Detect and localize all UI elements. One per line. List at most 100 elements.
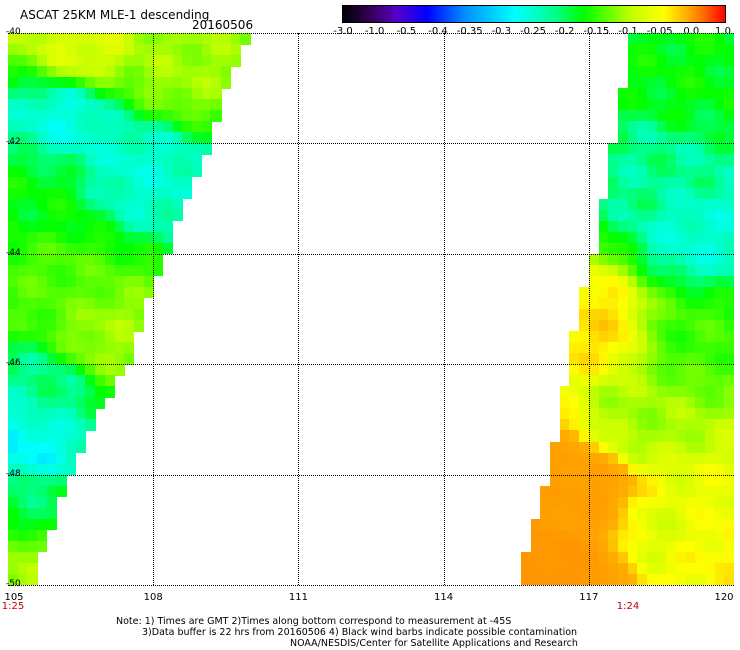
data-cell bbox=[588, 375, 600, 387]
data-cell bbox=[724, 253, 734, 266]
data-cell bbox=[646, 496, 658, 509]
data-cell bbox=[569, 375, 580, 387]
data-cell bbox=[95, 176, 106, 189]
data-cell bbox=[27, 264, 38, 277]
data-cell bbox=[37, 496, 48, 509]
data-cell bbox=[705, 397, 716, 409]
data-cell bbox=[656, 187, 667, 200]
data-cell bbox=[675, 143, 687, 155]
data-cell bbox=[705, 44, 716, 56]
data-cell bbox=[666, 99, 677, 111]
data-cell bbox=[56, 430, 67, 442]
latitude-label: -46 bbox=[6, 358, 21, 369]
data-cell bbox=[124, 320, 135, 332]
data-cell bbox=[182, 154, 193, 166]
data-cell bbox=[46, 331, 57, 343]
data-cell bbox=[579, 408, 590, 420]
data-cell bbox=[162, 165, 174, 178]
data-cell bbox=[95, 77, 106, 89]
data-cell bbox=[608, 143, 619, 155]
data-cell bbox=[104, 331, 116, 343]
data-cell bbox=[695, 485, 706, 498]
data-cell bbox=[695, 496, 706, 509]
data-cell bbox=[705, 562, 716, 575]
data-cell bbox=[56, 99, 67, 111]
data-cell bbox=[724, 574, 734, 585]
data-cell bbox=[66, 275, 77, 288]
data-cell bbox=[27, 474, 38, 487]
data-cell bbox=[66, 44, 77, 56]
data-cell bbox=[675, 110, 687, 122]
data-cell bbox=[608, 353, 619, 365]
data-cell bbox=[37, 286, 48, 299]
data-cell bbox=[162, 66, 174, 78]
data-cell bbox=[608, 187, 619, 200]
data-cell bbox=[143, 242, 154, 255]
data-cell bbox=[104, 242, 116, 255]
data-cell bbox=[104, 264, 116, 277]
longitude-label: 111 bbox=[288, 592, 308, 603]
data-cell bbox=[656, 309, 667, 321]
data-cell bbox=[143, 88, 154, 100]
data-cell bbox=[675, 353, 687, 365]
data-cell bbox=[66, 88, 77, 100]
data-cell bbox=[598, 529, 609, 542]
data-cell bbox=[46, 198, 57, 211]
data-cell bbox=[685, 430, 696, 442]
data-cell bbox=[588, 452, 600, 465]
data-cell bbox=[114, 331, 125, 343]
data-cell bbox=[182, 176, 193, 189]
data-cell bbox=[724, 264, 734, 277]
data-cell bbox=[617, 342, 629, 354]
data-cell bbox=[705, 551, 716, 564]
data-cell bbox=[656, 375, 667, 387]
note-line-1: Note: 1) Times are GMT 2)Times along bot… bbox=[116, 616, 512, 627]
data-cell bbox=[598, 441, 609, 454]
data-cell bbox=[37, 209, 48, 222]
data-cell bbox=[540, 518, 551, 531]
data-cell bbox=[569, 529, 580, 542]
data-cell bbox=[695, 143, 706, 155]
data-cell bbox=[627, 165, 638, 178]
data-cell bbox=[714, 88, 725, 100]
data-cell bbox=[666, 375, 677, 387]
data-cell bbox=[656, 397, 667, 409]
data-cell bbox=[133, 220, 145, 233]
data-cell bbox=[588, 463, 600, 476]
data-cell bbox=[27, 574, 38, 585]
data-cell bbox=[656, 165, 667, 178]
data-cell bbox=[705, 507, 716, 520]
data-cell bbox=[724, 496, 734, 509]
data-cell bbox=[143, 55, 154, 67]
data-cell bbox=[617, 275, 629, 288]
data-cell bbox=[569, 386, 580, 398]
data-cell bbox=[617, 529, 629, 542]
data-cell bbox=[656, 353, 667, 365]
data-cell bbox=[617, 242, 629, 255]
data-cell bbox=[124, 121, 135, 133]
data-cell bbox=[705, 386, 716, 398]
data-cell bbox=[133, 176, 145, 189]
data-cell bbox=[705, 496, 716, 509]
data-cell bbox=[27, 518, 38, 531]
data-cell bbox=[56, 375, 67, 387]
data-cell bbox=[104, 121, 116, 133]
data-cell bbox=[133, 198, 145, 211]
data-cell bbox=[675, 574, 687, 585]
data-cell bbox=[530, 518, 541, 531]
data-cell bbox=[598, 375, 609, 387]
data-cell bbox=[124, 264, 135, 277]
data-cell bbox=[17, 44, 28, 56]
data-cell bbox=[714, 121, 725, 133]
colorbar-tick-label: -0.2 bbox=[554, 26, 575, 37]
data-cell bbox=[646, 452, 658, 465]
data-cell bbox=[66, 419, 77, 431]
data-cell bbox=[598, 397, 609, 409]
data-cell bbox=[608, 441, 619, 454]
data-cell bbox=[685, 529, 696, 542]
data-cell bbox=[540, 551, 551, 564]
data-cell bbox=[124, 176, 135, 189]
data-cell bbox=[695, 286, 706, 299]
data-cell bbox=[617, 88, 629, 100]
data-cell bbox=[172, 187, 183, 200]
